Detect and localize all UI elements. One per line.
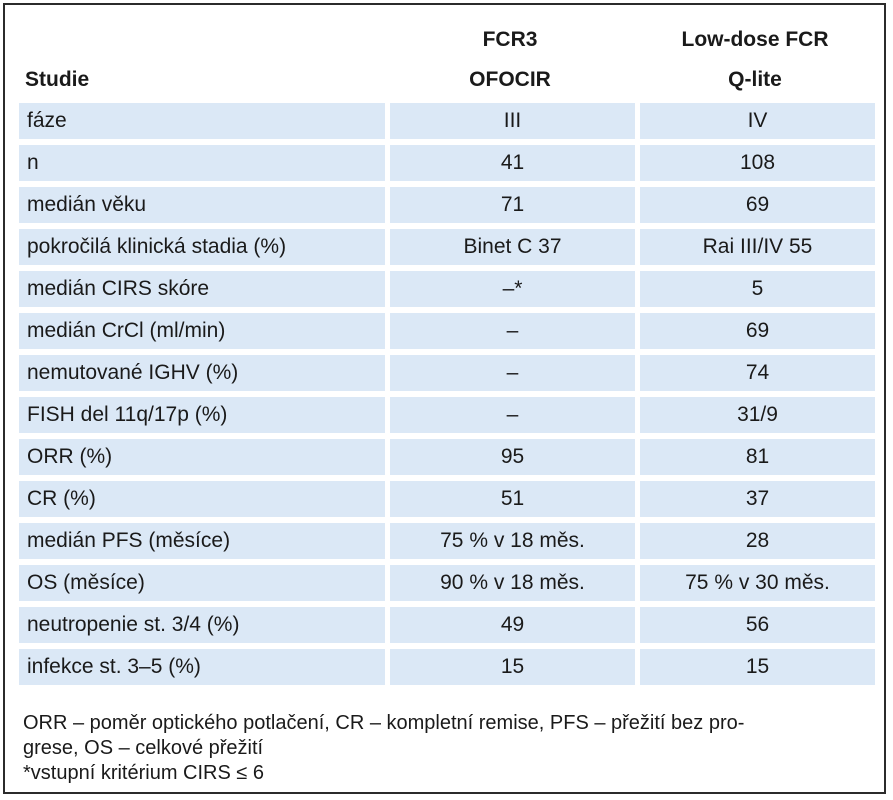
row-value-low-dose-fcr: 31/9 (635, 397, 875, 433)
table-row: fáze III IV (19, 103, 875, 139)
row-value-low-dose-fcr: 56 (635, 607, 875, 643)
row-label: medián CrCl (ml/min) (19, 313, 385, 349)
row-label: infekce st. 3–5 (%) (19, 649, 385, 685)
row-value-fcr3: 71 (385, 187, 635, 223)
header-q-lite: Q-lite (728, 68, 782, 91)
row-value-low-dose-fcr: 28 (635, 523, 875, 559)
row-label: medián CIRS skóre (19, 271, 385, 307)
footnote-line-2: grese, OS – celkové přežití (23, 737, 264, 759)
row-value-low-dose-fcr: 15 (635, 649, 875, 685)
row-label: nemutované IGHV (%) (19, 355, 385, 391)
row-value-low-dose-fcr: Rai III/IV 55 (635, 229, 875, 265)
table-row: nemutované IGHV (%) –74 (19, 355, 875, 391)
header-row-bottom: Studie OFOCIR Q-lite (19, 63, 875, 97)
row-value-fcr3: – (385, 313, 635, 349)
header-ofocir: OFOCIR (469, 68, 551, 91)
table-row: medián věku 71 69 (19, 187, 875, 223)
footnote-line-3: *vstupní kritérium CIRS ≤ 6 (23, 762, 265, 784)
table-row: ORR (%) 95 81 (19, 439, 875, 475)
table-footnotes: ORR – poměr optického potlačení, CR – ko… (23, 711, 873, 786)
table-row: medián CIRS skóre –* 5 (19, 271, 875, 307)
row-value-low-dose-fcr: 37 (635, 481, 875, 517)
table-row: medián PFS (měsíce) 75 % v 18 měs. 28 (19, 523, 875, 559)
header-empty-cell (19, 23, 385, 57)
table-row: medián CrCl (ml/min) –69 (19, 313, 875, 349)
row-label: ORR (%) (19, 439, 385, 475)
row-value-low-dose-fcr: 74 (635, 355, 875, 391)
row-value-low-dose-fcr: 75 % v 30 měs. (635, 565, 875, 601)
row-value-fcr3: 75 % v 18 měs. (385, 523, 635, 559)
table-row: pokročilá klinická stadia (%) Binet C 37 R… (19, 229, 875, 265)
header-fcr3: FCR3 (482, 28, 538, 51)
row-label: pokročilá klinická stadia (%) (19, 229, 385, 265)
row-label: FISH del 11q/17p (%) (19, 397, 385, 433)
row-value-fcr3: III (385, 103, 635, 139)
row-value-low-dose-fcr: 5 (635, 271, 875, 307)
footnote-line-1: ORR – poměr optického potlačení, CR – ko… (23, 712, 745, 734)
row-value-fcr3: –* (385, 271, 635, 307)
row-value-fcr3: – (385, 397, 635, 433)
row-value-fcr3: – (385, 355, 635, 391)
row-label: fáze (19, 103, 385, 139)
row-value-fcr3: 90 % v 18 měs. (385, 565, 635, 601)
row-value-low-dose-fcr: 81 (635, 439, 875, 475)
table-row: OS (měsíce) 90 % v 18 měs. 75 % v 30 měs. (19, 565, 875, 601)
row-label: n (19, 145, 385, 181)
row-value-low-dose-fcr: 108 (635, 145, 875, 181)
row-value-low-dose-fcr: 69 (635, 313, 875, 349)
comparison-table: FCR3 Low-dose FCR Studie OFOCIR Q-lite f… (19, 17, 875, 691)
row-value-fcr3: 15 (385, 649, 635, 685)
table-container: FCR3 Low-dose FCR Studie OFOCIR Q-lite f… (19, 17, 875, 691)
row-label: CR (%) (19, 481, 385, 517)
row-label: neutropenie st. 3/4 (%) (19, 607, 385, 643)
row-value-fcr3: Binet C 37 (385, 229, 635, 265)
table-row: infekce st. 3–5 (%) 15 15 (19, 649, 875, 685)
table-row: n 41 108 (19, 145, 875, 181)
header-row-top: FCR3 Low-dose FCR (19, 23, 875, 57)
row-value-fcr3: 95 (385, 439, 635, 475)
row-value-low-dose-fcr: 69 (635, 187, 875, 223)
table-frame: FCR3 Low-dose FCR Studie OFOCIR Q-lite f… (3, 3, 886, 794)
row-value-fcr3: 41 (385, 145, 635, 181)
row-value-fcr3: 49 (385, 607, 635, 643)
row-value-low-dose-fcr: IV (635, 103, 875, 139)
table-row: FISH del 11q/17p (%) –31/9 (19, 397, 875, 433)
table-row: neutropenie st. 3/4 (%) 49 56 (19, 607, 875, 643)
table-body: fáze III IV n 41 108 medián věku 71 69 pokročilá … (19, 103, 875, 685)
row-value-fcr3: 51 (385, 481, 635, 517)
row-label: medián věku (19, 187, 385, 223)
header-low-dose-fcr: Low-dose FCR (681, 28, 829, 51)
row-label: OS (měsíce) (19, 565, 385, 601)
table-row: CR (%) 51 37 (19, 481, 875, 517)
header-studie: Studie (25, 68, 90, 91)
row-label: medián PFS (měsíce) (19, 523, 385, 559)
